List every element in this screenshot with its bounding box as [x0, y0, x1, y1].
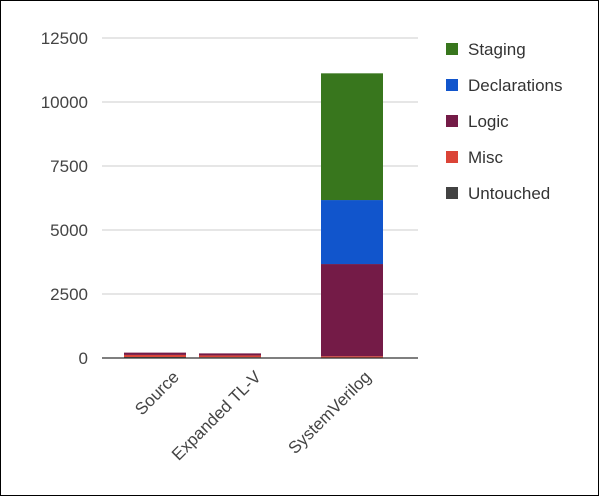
legend-label: Misc	[468, 148, 503, 167]
legend-swatch	[446, 79, 458, 91]
legend-swatch	[446, 151, 458, 163]
bar-segment-misc-1	[199, 355, 261, 358]
legend-label: Untouched	[468, 184, 550, 203]
y-tick-label: 12500	[41, 29, 88, 48]
legend-item-declarations: Declarations	[446, 76, 563, 95]
y-tick-label: 7500	[50, 157, 88, 176]
y-axis-tick-labels: 0 2500 5000 7500 10000 12500	[41, 29, 88, 368]
legend-swatch	[446, 115, 458, 127]
bar-segment-logic-2	[321, 264, 383, 357]
legend-item-logic: Logic	[446, 112, 509, 131]
legend-label: Logic	[468, 112, 509, 131]
legend-swatch	[446, 187, 458, 199]
bar-segment-logic-0	[124, 352, 186, 355]
legend-item-untouched: Untouched	[446, 184, 550, 203]
y-tick-label: 0	[79, 349, 88, 368]
legend-label: Declarations	[468, 76, 563, 95]
x-tick-label: Expanded TL-V	[168, 367, 265, 464]
bar-segment-misc-2	[321, 356, 383, 358]
bar-segment-declarations-2	[321, 200, 383, 265]
bar-segment-staging-2	[321, 73, 383, 201]
legend: Staging Declarations Logic Misc Untouched	[446, 40, 563, 203]
bar-segment-misc-0	[124, 354, 186, 357]
bar-segment-logic-1	[199, 353, 261, 356]
y-tick-label: 5000	[50, 221, 88, 240]
legend-item-staging: Staging	[446, 40, 526, 59]
legend-swatch	[446, 43, 458, 55]
y-tick-label: 2500	[50, 285, 88, 304]
legend-label: Staging	[468, 40, 526, 59]
legend-item-misc: Misc	[446, 148, 503, 167]
y-tick-label: 10000	[41, 93, 88, 112]
x-tick-label: SystemVerilog	[285, 367, 375, 457]
bars	[124, 73, 383, 359]
x-tick-label: Source	[131, 367, 183, 419]
